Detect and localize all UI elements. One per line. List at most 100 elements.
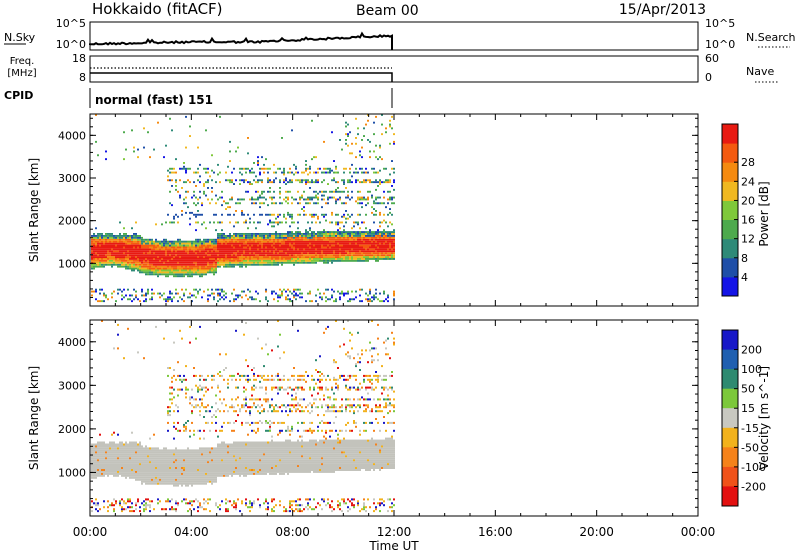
- heatmap-cell: [239, 199, 241, 201]
- heatmap-cell: [147, 248, 149, 250]
- heatmap-cell: [387, 245, 389, 247]
- heatmap-cell: [179, 483, 181, 485]
- heatmap-cell: [347, 258, 349, 260]
- heatmap-cell: [237, 256, 239, 258]
- heatmap-cell: [145, 451, 147, 453]
- heatmap-cell: [345, 133, 347, 135]
- heatmap-cell: [245, 220, 247, 222]
- heatmap-cell: [393, 172, 395, 174]
- heatmap-cell: [129, 467, 131, 469]
- heatmap-cell: [157, 473, 159, 475]
- heatmap-cell: [283, 254, 285, 256]
- heatmap-cell: [289, 181, 291, 183]
- heatmap-cell: [323, 172, 325, 174]
- heatmap-cell: [183, 463, 185, 465]
- heatmap-cell: [345, 233, 347, 235]
- heatmap-cell: [287, 181, 289, 183]
- heatmap-cell: [185, 147, 187, 149]
- heatmap-cell: [223, 254, 225, 256]
- heatmap-cell: [287, 298, 289, 300]
- heatmap-cell: [239, 245, 241, 247]
- heatmap-cell: [131, 471, 133, 473]
- heatmap-cell: [187, 245, 189, 247]
- heatmap-cell: [389, 252, 391, 254]
- heatmap-cell: [189, 268, 191, 270]
- heatmap-cell: [271, 237, 273, 239]
- heatmap-cell: [287, 248, 289, 250]
- heatmap-cell: [119, 502, 121, 504]
- heatmap-cell: [125, 245, 127, 247]
- heatmap-cell: [143, 262, 145, 264]
- heatmap-cell: [137, 256, 139, 258]
- heatmap-cell: [267, 256, 269, 258]
- heatmap-cell: [221, 245, 223, 247]
- heatmap-cell: [207, 254, 209, 256]
- heatmap-cell: [239, 172, 241, 174]
- heatmap-cell: [101, 252, 103, 254]
- heatmap-cell: [145, 256, 147, 258]
- heatmap-cell: [387, 256, 389, 258]
- heatmap-cell: [173, 455, 175, 457]
- heatmap-cell: [289, 260, 291, 262]
- heatmap-cell: [127, 264, 129, 266]
- heatmap-cell: [161, 295, 163, 297]
- heatmap-cell: [185, 475, 187, 477]
- heatmap-cell: [187, 455, 189, 457]
- heatmap-cell: [293, 199, 295, 201]
- heatmap-cell: [121, 262, 123, 264]
- heatmap-cell: [367, 250, 369, 252]
- heatmap-cell: [353, 225, 355, 227]
- heatmap-cell: [143, 271, 145, 273]
- heatmap-cell: [275, 243, 277, 245]
- heatmap-cell: [305, 248, 307, 250]
- heatmap-cell: [111, 243, 113, 245]
- heatmap-cell: [183, 449, 185, 451]
- heatmap-cell: [333, 258, 335, 260]
- heatmap-cell: [257, 199, 259, 201]
- heatmap-cell: [153, 473, 155, 475]
- heatmap-cell: [293, 258, 295, 260]
- heatmap-cell: [187, 179, 189, 181]
- heatmap-cell: [249, 233, 251, 235]
- heatmap-cell: [187, 271, 189, 273]
- heatmap-cell: [229, 151, 231, 153]
- heatmap-cell: [141, 258, 143, 260]
- heatmap-cell: [283, 258, 285, 260]
- heatmap-cell: [185, 271, 187, 273]
- heatmap-cell: [385, 179, 387, 181]
- heatmap-cell: [93, 463, 95, 465]
- heatmap-cell: [167, 247, 169, 249]
- heatmap-cell: [363, 127, 365, 129]
- heatmap-cell: [307, 233, 309, 235]
- heatmap-cell: [373, 237, 375, 239]
- heatmap-cell: [115, 247, 117, 249]
- heatmap-cell: [181, 252, 183, 254]
- heatmap-cell: [93, 473, 95, 475]
- heatmap-cell: [179, 268, 181, 270]
- heatmap-cell: [305, 256, 307, 258]
- heatmap-cell: [157, 465, 159, 467]
- heatmap-cell: [149, 245, 151, 247]
- heatmap-cell: [243, 260, 245, 262]
- heatmap-cell: [91, 248, 93, 250]
- heatmap-cell: [101, 266, 103, 268]
- heatmap-cell: [327, 248, 329, 250]
- heatmap-cell: [209, 270, 211, 272]
- heatmap-cell: [165, 481, 167, 483]
- heatmap-cell: [311, 158, 313, 160]
- heatmap-cell: [385, 239, 387, 241]
- heatmap-cell: [279, 252, 281, 254]
- heatmap-cell: [115, 502, 117, 504]
- heatmap-cell: [123, 469, 125, 471]
- heatmap-cell: [387, 247, 389, 249]
- heatmap-cell: [207, 300, 209, 302]
- heatmap-cell: [353, 239, 355, 241]
- heatmap-cell: [241, 260, 243, 262]
- heatmap-cell: [381, 124, 383, 126]
- heatmap-cell: [345, 237, 347, 239]
- heatmap-cell: [269, 256, 271, 258]
- heatmap-cell: [151, 247, 153, 249]
- heatmap-cell: [235, 298, 237, 300]
- heatmap-cell: [101, 247, 103, 249]
- heatmap-cell: [357, 223, 359, 225]
